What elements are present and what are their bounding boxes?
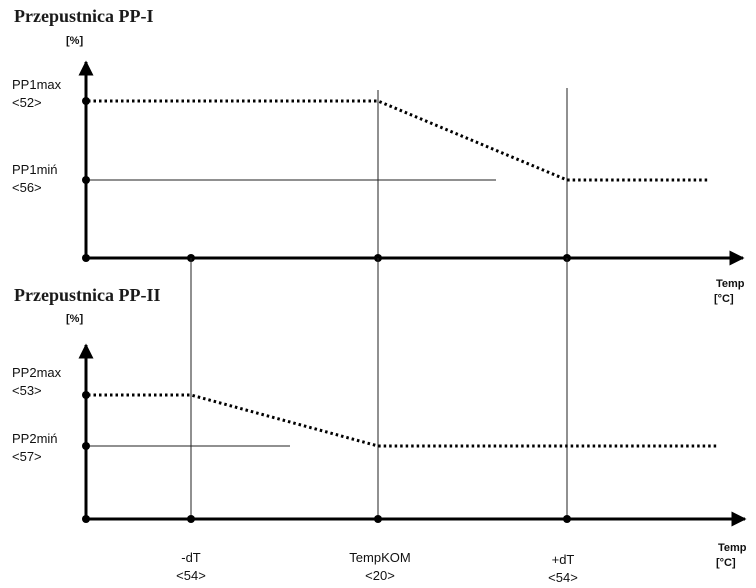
bottom-x-axis-name: Temp xyxy=(718,542,747,554)
bottom-min-point xyxy=(82,442,90,450)
top-min-point xyxy=(82,176,90,184)
top-min-label: PP1miń xyxy=(12,162,58,177)
marker-minus-dt-label: -dT xyxy=(181,550,201,565)
bottom-y-unit: [%] xyxy=(66,313,83,325)
bottom-max-param: <53> xyxy=(12,383,42,398)
top-chart-title: Przepustnica PP-I xyxy=(14,6,153,26)
marker-tempkom-param: <20> xyxy=(365,568,395,583)
top-max-label: PP1max xyxy=(12,77,62,92)
bottom-max-label: PP2max xyxy=(12,365,62,380)
bottom-minus-dt-point xyxy=(187,515,195,523)
top-characteristic-curve xyxy=(88,99,708,182)
marker-tempkom-label: TempKOM xyxy=(349,550,410,565)
top-max-param: <52> xyxy=(12,95,42,110)
marker-minus-dt-param: <54> xyxy=(176,568,206,583)
marker-plus-dt-param: <54> xyxy=(548,570,578,585)
bottom-x-axis-unit: [°C] xyxy=(716,557,736,569)
bottom-tempkom-point xyxy=(374,515,382,523)
top-x-axis-name: Temp xyxy=(716,278,745,290)
bottom-max-point xyxy=(82,391,90,399)
bottom-min-label: PP2miń xyxy=(12,431,58,446)
bottom-plus-dt-point xyxy=(563,515,571,523)
bottom-origin-point xyxy=(82,515,90,523)
bottom-characteristic-curve xyxy=(88,393,718,448)
bottom-chart-title: Przepustnica PP-II xyxy=(14,285,160,305)
top-min-param: <56> xyxy=(12,180,42,195)
top-max-point xyxy=(82,97,90,105)
top-x-axis-unit: [°C] xyxy=(714,293,734,305)
top-y-unit: [%] xyxy=(66,35,83,47)
bottom-min-param: <57> xyxy=(12,449,42,464)
marker-plus-dt-label: +dT xyxy=(552,552,575,567)
top-origin-point xyxy=(82,254,90,262)
